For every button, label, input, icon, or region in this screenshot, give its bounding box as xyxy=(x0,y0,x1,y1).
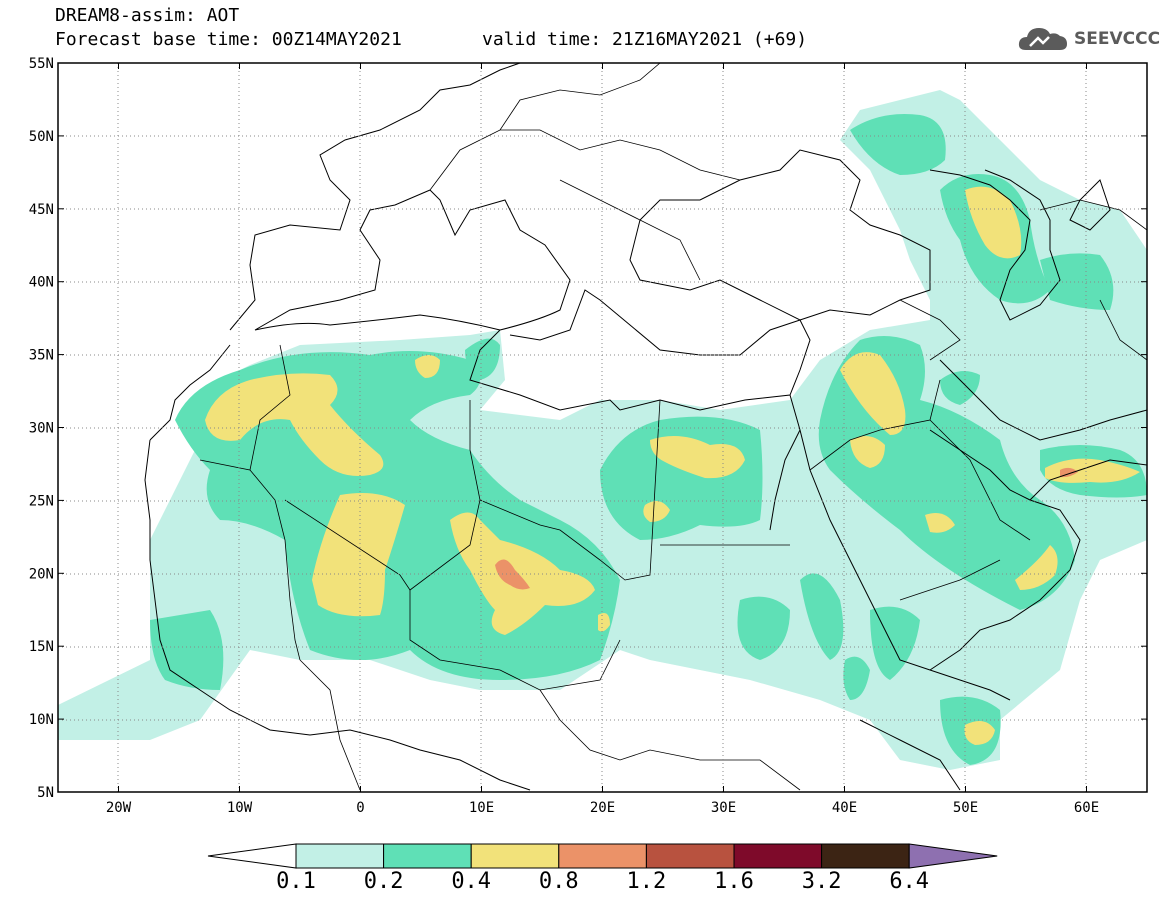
lat-label-45n: 45N xyxy=(29,202,54,218)
axis-ticks xyxy=(58,62,1147,793)
colorbar-under-triangle xyxy=(207,843,297,869)
longitude-labels: 20W 10W 0 10E 20E 30E 40E 50E 60E xyxy=(106,800,1099,816)
lat-label-35n: 35N xyxy=(29,348,54,364)
logo-text: SEEVCCC xyxy=(1074,29,1161,49)
colorbar-level-label: 0.8 xyxy=(538,869,579,894)
lat-label-55n: 55N xyxy=(29,56,54,72)
lon-label-20w: 20W xyxy=(106,800,132,816)
colorbar-box-5 xyxy=(645,843,735,869)
lat-label-15n: 15N xyxy=(29,639,54,655)
colorbar-box-6 xyxy=(733,843,823,869)
colorbar-box-4 xyxy=(558,843,647,869)
lat-label-20n: 20N xyxy=(29,566,54,582)
colorbar xyxy=(207,843,998,869)
lon-label-10e: 10E xyxy=(469,800,494,816)
lat-label-5n: 5N xyxy=(37,785,54,801)
colorbar-box-7 xyxy=(821,843,910,869)
colorbar-box-1 xyxy=(295,843,385,869)
lon-label-50e: 50E xyxy=(953,800,978,816)
colorbar-level-label: 0.4 xyxy=(451,869,492,894)
colorbar-level-label: 1.6 xyxy=(714,869,754,894)
colorbar-level-label: 6.4 xyxy=(889,869,930,894)
country-borders xyxy=(199,63,1147,791)
lon-label-40e: 40E xyxy=(832,800,857,816)
lon-label-0: 0 xyxy=(356,800,364,816)
lat-label-30n: 30N xyxy=(29,421,54,437)
lon-label-10w: 10W xyxy=(227,800,253,816)
colorbar-level-label: 0.1 xyxy=(276,869,316,894)
colorbar-box-2 xyxy=(383,843,472,869)
coastlines xyxy=(144,63,1147,791)
lat-label-25n: 25N xyxy=(29,493,54,509)
lon-label-30e: 30E xyxy=(711,800,736,816)
cloud-icon xyxy=(1018,28,1067,50)
valid-time: valid time: 21Z16MAY2021 (+69) xyxy=(482,29,808,50)
graticule xyxy=(58,63,1147,792)
colorbar-over-triangle xyxy=(908,843,998,869)
map-title: DREAM8-assim: AOT xyxy=(55,5,240,26)
lat-label-10n: 10N xyxy=(29,712,54,728)
lon-label-20e: 20E xyxy=(590,800,615,816)
lat-label-50n: 50N xyxy=(29,129,54,145)
forecast-base-time: Forecast base time: 00Z14MAY2021 xyxy=(55,29,402,50)
colorbar-level-label: 0.2 xyxy=(363,869,404,894)
latitude-labels: 55N 50N 45N 40N 35N 30N 25N 20N 15N 10N 5N xyxy=(29,56,54,801)
colorbar-level-label: 3.2 xyxy=(801,869,842,894)
colorbar-box-3 xyxy=(470,843,560,869)
lat-label-40n: 40N xyxy=(29,275,54,291)
colorbar-level-label: 1.2 xyxy=(626,869,667,894)
lon-label-60e: 60E xyxy=(1074,800,1099,816)
seevccc-logo: SEEVCCC xyxy=(1016,20,1160,58)
